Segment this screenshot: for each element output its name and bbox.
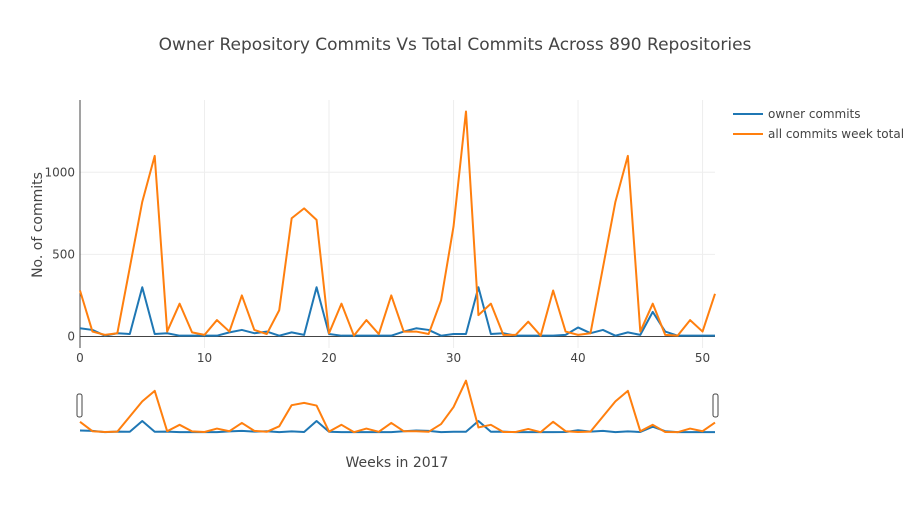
slider-series-layer xyxy=(79,379,716,434)
x-tick-label: 40 xyxy=(570,351,585,365)
legend-label-1[interactable]: owner commits xyxy=(768,107,861,121)
x-tick-label: 50 xyxy=(695,351,710,365)
slider-series-line-1 xyxy=(79,420,715,434)
legend[interactable]: owner commits all commits week total xyxy=(733,107,904,141)
x-tick-label: 20 xyxy=(321,351,336,365)
chart-title: Owner Repository Commits Vs Total Commit… xyxy=(159,35,752,55)
range-slider[interactable] xyxy=(76,378,719,435)
x-axis-label: Weeks in 2017 xyxy=(346,455,449,471)
series-line-1[interactable] xyxy=(79,286,715,337)
x-tick-label: 30 xyxy=(446,351,461,365)
y-tick-label: 0 xyxy=(67,330,75,344)
legend-label-2[interactable]: all commits week total xyxy=(768,127,904,141)
grid-layer xyxy=(80,100,715,348)
series-layer[interactable] xyxy=(79,110,716,337)
y-tick-label: 500 xyxy=(52,247,75,261)
x-tick-label: 0 xyxy=(76,351,84,365)
slider-series-line-2 xyxy=(79,379,716,434)
range-slider-bg xyxy=(80,378,715,435)
x-tick-label: 10 xyxy=(197,351,212,365)
range-slider-left-handle[interactable] xyxy=(76,393,83,418)
range-slider-right-handle[interactable] xyxy=(712,393,719,418)
y-tick-label: 1000 xyxy=(44,165,75,179)
series-line-2[interactable] xyxy=(79,110,716,337)
y-axis-label: No. of commits xyxy=(30,172,46,278)
